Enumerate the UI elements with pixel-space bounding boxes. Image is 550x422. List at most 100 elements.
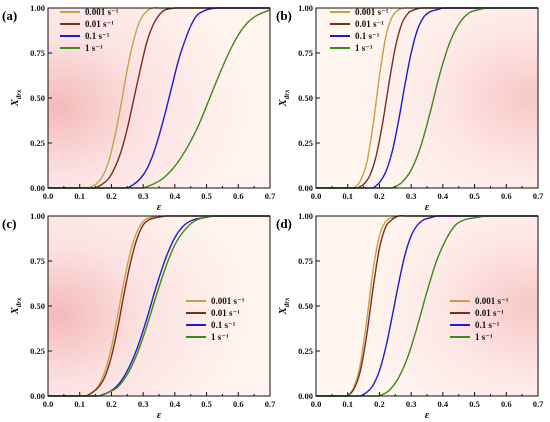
y-tick-label: 0.25	[298, 346, 313, 356]
series-line-3	[98, 215, 214, 397]
y-tick-label: 1.00	[30, 3, 45, 13]
legend-label: 0.01 s⁻¹	[355, 19, 384, 29]
x-tick-label: 0.2	[374, 399, 385, 409]
x-tick-label: 0.7	[265, 399, 276, 409]
x-tick-label: 0.2	[374, 191, 385, 201]
x-axis-title: ε	[157, 409, 162, 421]
y-axis-title: Xdrx	[277, 89, 291, 108]
x-tick-label: 0.0	[43, 191, 54, 201]
x-tick-label: 0.4	[170, 191, 181, 201]
x-tick-label: 0.4	[438, 191, 449, 201]
x-tick-label: 0.5	[201, 399, 212, 409]
series-line-4	[391, 7, 497, 189]
x-tick-label: 0.0	[311, 399, 322, 409]
legend-item: 1 s⁻¹	[60, 43, 103, 53]
plot-background	[316, 8, 538, 188]
series-line-3	[126, 7, 217, 189]
y-tick-label: 0.75	[298, 256, 313, 266]
chart-panel-3: (c) 0.0 0.1 0.2 0.3 0.4 0.5 0.6 0.7 0.00 0.25 0.50 0…	[2, 211, 276, 421]
y-tick-label: 0.50	[298, 301, 313, 311]
legend-item: 1 s⁻¹	[186, 332, 229, 342]
x-tick-label: 0.7	[533, 191, 544, 201]
x-tick-label: 0.2	[106, 191, 117, 201]
legend-label: 0.001 s⁻¹	[475, 296, 509, 306]
x-tick-label: 0.5	[469, 399, 480, 409]
legend-label: 1 s⁻¹	[85, 43, 103, 53]
plot-background	[48, 8, 270, 188]
y-tick-label: 0.25	[30, 346, 45, 356]
y-tick-label: 1.00	[298, 3, 313, 13]
legend-item: 0.1 s⁻¹	[330, 31, 380, 41]
y-axis-title: Xdrx	[9, 297, 23, 316]
y-tick-label: 0.75	[30, 48, 45, 58]
series-line-2	[95, 7, 175, 189]
panel-label: (d)	[276, 216, 292, 231]
legend-item: 0.01 s⁻¹	[330, 19, 384, 29]
legend-label: 0.1 s⁻¹	[211, 320, 236, 330]
x-axis-title: ε	[425, 201, 430, 213]
series-line-3	[372, 7, 444, 189]
x-tick-label: 0.5	[469, 191, 480, 201]
panel-label: (c)	[2, 216, 16, 231]
legend-item: 0.1 s⁻¹	[450, 320, 500, 330]
y-tick-label: 0.00	[30, 183, 45, 193]
x-tick-label: 0.1	[342, 399, 353, 409]
y-tick-label: 0.50	[298, 93, 313, 103]
y-tick-label: 0.25	[30, 138, 45, 148]
x-tick-label: 0.4	[170, 399, 181, 409]
series-line-4	[98, 215, 223, 397]
series-line-1	[88, 7, 160, 189]
legend-item: 0.01 s⁻¹	[186, 308, 240, 318]
series-line-3	[360, 215, 437, 397]
y-tick-label: 0.00	[30, 391, 45, 401]
x-tick-label: 0.3	[138, 399, 149, 409]
x-tick-label: 0.6	[233, 399, 244, 409]
y-tick-label: 0.50	[30, 93, 45, 103]
legend-item: 0.1 s⁻¹	[60, 31, 110, 41]
series-line-1	[353, 7, 405, 189]
legend-label: 1 s⁻¹	[475, 332, 493, 342]
y-tick-label: 0.00	[298, 391, 313, 401]
legend-label: 0.001 s⁻¹	[211, 296, 245, 306]
x-tick-label: 0.1	[342, 191, 353, 201]
y-tick-label: 0.25	[298, 138, 313, 148]
legend-item: 0.001 s⁻¹	[450, 296, 509, 306]
chart-panel-1: (a) 0.0 0.1 0.2 0.3 0.4 0.5 0.6 0.7 0.00 0.25 0.50 0…	[2, 3, 276, 213]
legend-label: 0.01 s⁻¹	[85, 19, 114, 29]
x-tick-label: 0.6	[233, 191, 244, 201]
x-tick-label: 0.3	[406, 191, 417, 201]
x-tick-label: 0.7	[265, 191, 276, 201]
legend-item: 0.01 s⁻¹	[450, 308, 504, 318]
x-axis-title: ε	[425, 409, 430, 421]
x-tick-label: 0.1	[74, 191, 85, 201]
x-tick-label: 0.6	[501, 191, 512, 201]
legend-label: 0.1 s⁻¹	[355, 31, 380, 41]
x-tick-label: 0.0	[311, 191, 322, 201]
x-tick-label: 0.7	[533, 399, 544, 409]
x-tick-label: 0.5	[201, 191, 212, 201]
x-axis-title: ε	[157, 201, 162, 213]
legend-label: 0.01 s⁻¹	[475, 308, 504, 318]
x-tick-label: 0.1	[74, 399, 85, 409]
y-tick-label: 0.00	[298, 183, 313, 193]
series-line-1	[85, 215, 160, 397]
series-line-2	[347, 215, 405, 397]
y-tick-label: 1.00	[30, 211, 45, 221]
y-tick-label: 0.75	[298, 48, 313, 58]
x-tick-label: 0.3	[138, 191, 149, 201]
y-axis-title: Xdrx	[277, 297, 291, 316]
legend-label: 0.01 s⁻¹	[211, 308, 240, 318]
x-tick-label: 0.0	[43, 399, 54, 409]
legend-item: 1 s⁻¹	[330, 43, 373, 53]
legend-item: 0.001 s⁻¹	[186, 296, 245, 306]
chart-panel-2: (b) 0.0 0.1 0.2 0.3 0.4 0.5 0.6 0.7 0.00 0.25 0.50 0…	[276, 3, 544, 213]
y-tick-label: 0.75	[30, 256, 45, 266]
y-tick-label: 0.50	[30, 301, 45, 311]
x-tick-label: 0.3	[406, 399, 417, 409]
panel-label: (a)	[2, 8, 17, 23]
legend-item: 0.001 s⁻¹	[330, 7, 389, 17]
legend-label: 0.1 s⁻¹	[475, 320, 500, 330]
x-tick-label: 0.2	[106, 399, 117, 409]
legend-label: 0.1 s⁻¹	[85, 31, 110, 41]
